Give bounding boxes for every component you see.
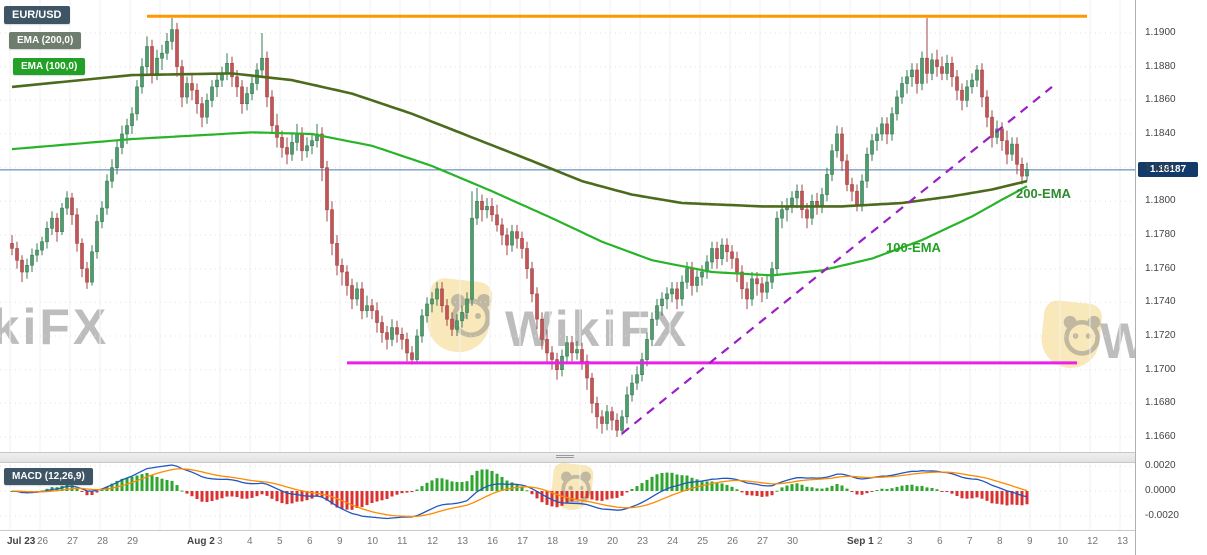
candlestick-chart[interactable] (0, 0, 1136, 452)
time-axis-label: 27 (67, 536, 79, 547)
time-axis-label: 3 (217, 536, 223, 547)
symbol-badge: EUR/USD (4, 6, 70, 24)
time-axis-label: 10 (1057, 536, 1069, 547)
price-axis-label: 1.1800 (1145, 195, 1176, 206)
time-axis-label: 10 (367, 536, 379, 547)
time-axis-label: Jul 23 (7, 536, 36, 547)
time-axis-label: 28 (97, 536, 109, 547)
time-axis-label: 8 (997, 536, 1003, 547)
macd-legend-badge: MACD (12,26,9) (4, 468, 93, 485)
time-axis-label: 9 (337, 536, 343, 547)
price-axis-label: 1.1740 (1145, 296, 1176, 307)
macd-grid (0, 461, 1136, 530)
price-axis-label: 1.1780 (1145, 229, 1176, 240)
panel-splitter[interactable] (0, 452, 1136, 463)
time-axis-label: 24 (667, 536, 679, 547)
grid (0, 0, 1136, 452)
time-axis-label: 29 (127, 536, 139, 547)
time-axis[interactable]: Jul 23 26 27 28 29 Aug 2 3 4 5 6 9 10 11 12 13 16 17 18 19… (0, 530, 1136, 555)
ema100-annotation: 100-EMA (886, 240, 941, 255)
macd-axis-label: 0.0000 (1145, 485, 1176, 496)
time-axis-label: 19 (577, 536, 589, 547)
time-axis-label: 30 (787, 536, 799, 547)
price-axis-label: 1.1860 (1145, 94, 1176, 105)
price-axis-label: 1.1880 (1145, 61, 1176, 72)
macd-histogram (10, 469, 1029, 510)
time-axis-label: 6 (307, 536, 313, 547)
time-axis-label: 13 (1117, 536, 1129, 547)
price-axis-label: 1.1660 (1145, 431, 1176, 442)
time-axis-label: 25 (697, 536, 709, 547)
time-axis-label: 18 (547, 536, 559, 547)
time-axis-label: Aug 2 (187, 536, 215, 547)
macd-axis-label: 0.0020 (1145, 460, 1176, 471)
macd-axis-label: -0.0020 (1145, 510, 1179, 521)
time-axis-label: 11 (397, 536, 408, 547)
time-axis-label: 27 (757, 536, 769, 547)
time-axis-label: 20 (607, 536, 619, 547)
price-axis[interactable]: 1.18187 1.1900 1.1880 1.1860 1.1840 1.1820 1.… (1135, 0, 1207, 555)
time-axis-label: 12 (1087, 536, 1099, 547)
time-axis-label: 23 (637, 536, 649, 547)
time-axis-label: 12 (427, 536, 439, 547)
time-axis-label: 16 (487, 536, 499, 547)
price-axis-label: 1.1760 (1145, 263, 1176, 274)
ema-100-line (11, 131, 1028, 277)
price-axis-label: 1.1680 (1145, 397, 1176, 408)
time-axis-label: 3 (907, 536, 913, 547)
time-axis-label: 13 (457, 536, 469, 547)
price-axis-label: 1.1840 (1145, 128, 1176, 139)
ema100-legend-badge: EMA (100,0) (13, 58, 86, 75)
price-axis-label: 1.1720 (1145, 330, 1176, 341)
macd-indicator-chart[interactable] (0, 461, 1136, 530)
current-price-tag: 1.18187 (1138, 162, 1198, 177)
time-axis-label: 5 (277, 536, 283, 547)
ema200-legend-badge: EMA (200,0) (9, 32, 82, 49)
splitter-handle-icon (556, 455, 574, 456)
price-axis-label: 1.1820 (1145, 162, 1176, 173)
time-axis-label: 7 (967, 536, 973, 547)
price-axis-label: 1.1700 (1145, 364, 1176, 375)
time-axis-label: 6 (937, 536, 943, 547)
ema-200-line (11, 72, 1028, 208)
time-axis-label: 2 (877, 536, 883, 547)
price-axis-label: 1.1900 (1145, 27, 1176, 38)
time-axis-label: 26 (727, 536, 739, 547)
time-axis-label: 9 (1027, 536, 1033, 547)
time-axis-label: 17 (517, 536, 529, 547)
time-axis-label: 4 (247, 536, 253, 547)
time-axis-label: 26 (37, 536, 49, 547)
signal-line (11, 468, 1028, 518)
ema200-annotation: 200-EMA (1016, 186, 1071, 201)
trendline-dashed[interactable] (621, 86, 1053, 435)
time-axis-label: Sep 1 (847, 536, 874, 547)
